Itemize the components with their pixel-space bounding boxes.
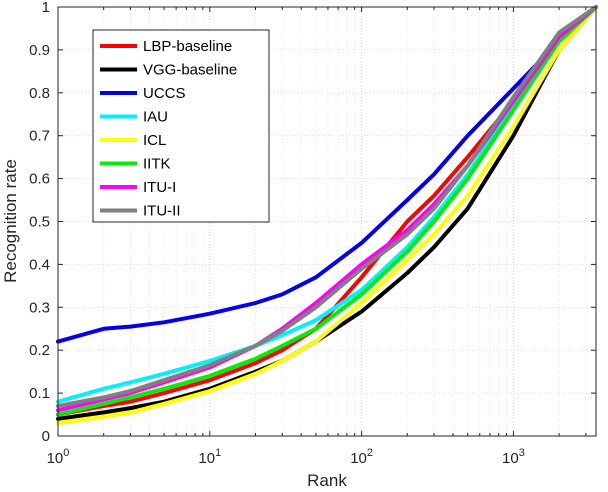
axis-ticks xyxy=(57,6,596,437)
x-tick-label: 100 xyxy=(47,447,70,467)
y-tick-labels: 0 0.1 0.2 0.3 0.4 0.5 0.6 0.7 0.8 0.9 1 xyxy=(29,0,50,445)
legend-label: ITU-I xyxy=(143,179,176,196)
legend: LBP-baseline VGG-baseline UCCS IAU ICL IITK IT… xyxy=(92,29,270,223)
legend-label: IITK xyxy=(143,156,171,173)
y-tick-label: 0 xyxy=(42,428,50,445)
series-line-itu-ii xyxy=(56,5,598,408)
series-lines xyxy=(56,5,598,426)
y-tick-label: 0.8 xyxy=(29,85,50,102)
y-tick-label: 0.5 xyxy=(29,214,50,231)
y-tick-label: 0.2 xyxy=(29,342,50,359)
y-tick-label: 0.6 xyxy=(29,171,50,188)
x-tick-label: 102 xyxy=(350,447,373,467)
legend-box xyxy=(92,29,270,223)
y-axis-title: Recognition rate xyxy=(1,159,20,283)
legend-label: IAU xyxy=(143,109,168,126)
y-tick-label: 1 xyxy=(42,0,50,16)
x-tick-label: 101 xyxy=(198,447,221,467)
y-tick-label: 0.1 xyxy=(29,385,50,402)
x-axis-title: Rank xyxy=(307,471,347,490)
series-line-iau xyxy=(56,5,598,404)
legend-label: ITU-II xyxy=(143,203,181,220)
legend-label: VGG-baseline xyxy=(143,62,237,79)
x-tick-label: 103 xyxy=(502,447,525,467)
y-tick-label: 0.7 xyxy=(29,128,50,145)
y-tick-label: 0.3 xyxy=(29,299,50,316)
legend-label: ICL xyxy=(143,132,166,149)
x-tick-labels: 100 101 102 103 xyxy=(47,447,525,467)
y-tick-label: 0.4 xyxy=(29,256,50,273)
series-line-iitk xyxy=(56,5,598,417)
y-tick-label: 0.9 xyxy=(29,42,50,59)
series-line-uccs xyxy=(56,5,598,344)
legend-label: UCCS xyxy=(143,85,186,102)
legend-label: LBP-baseline xyxy=(143,38,232,55)
series-line-icl xyxy=(56,5,598,426)
